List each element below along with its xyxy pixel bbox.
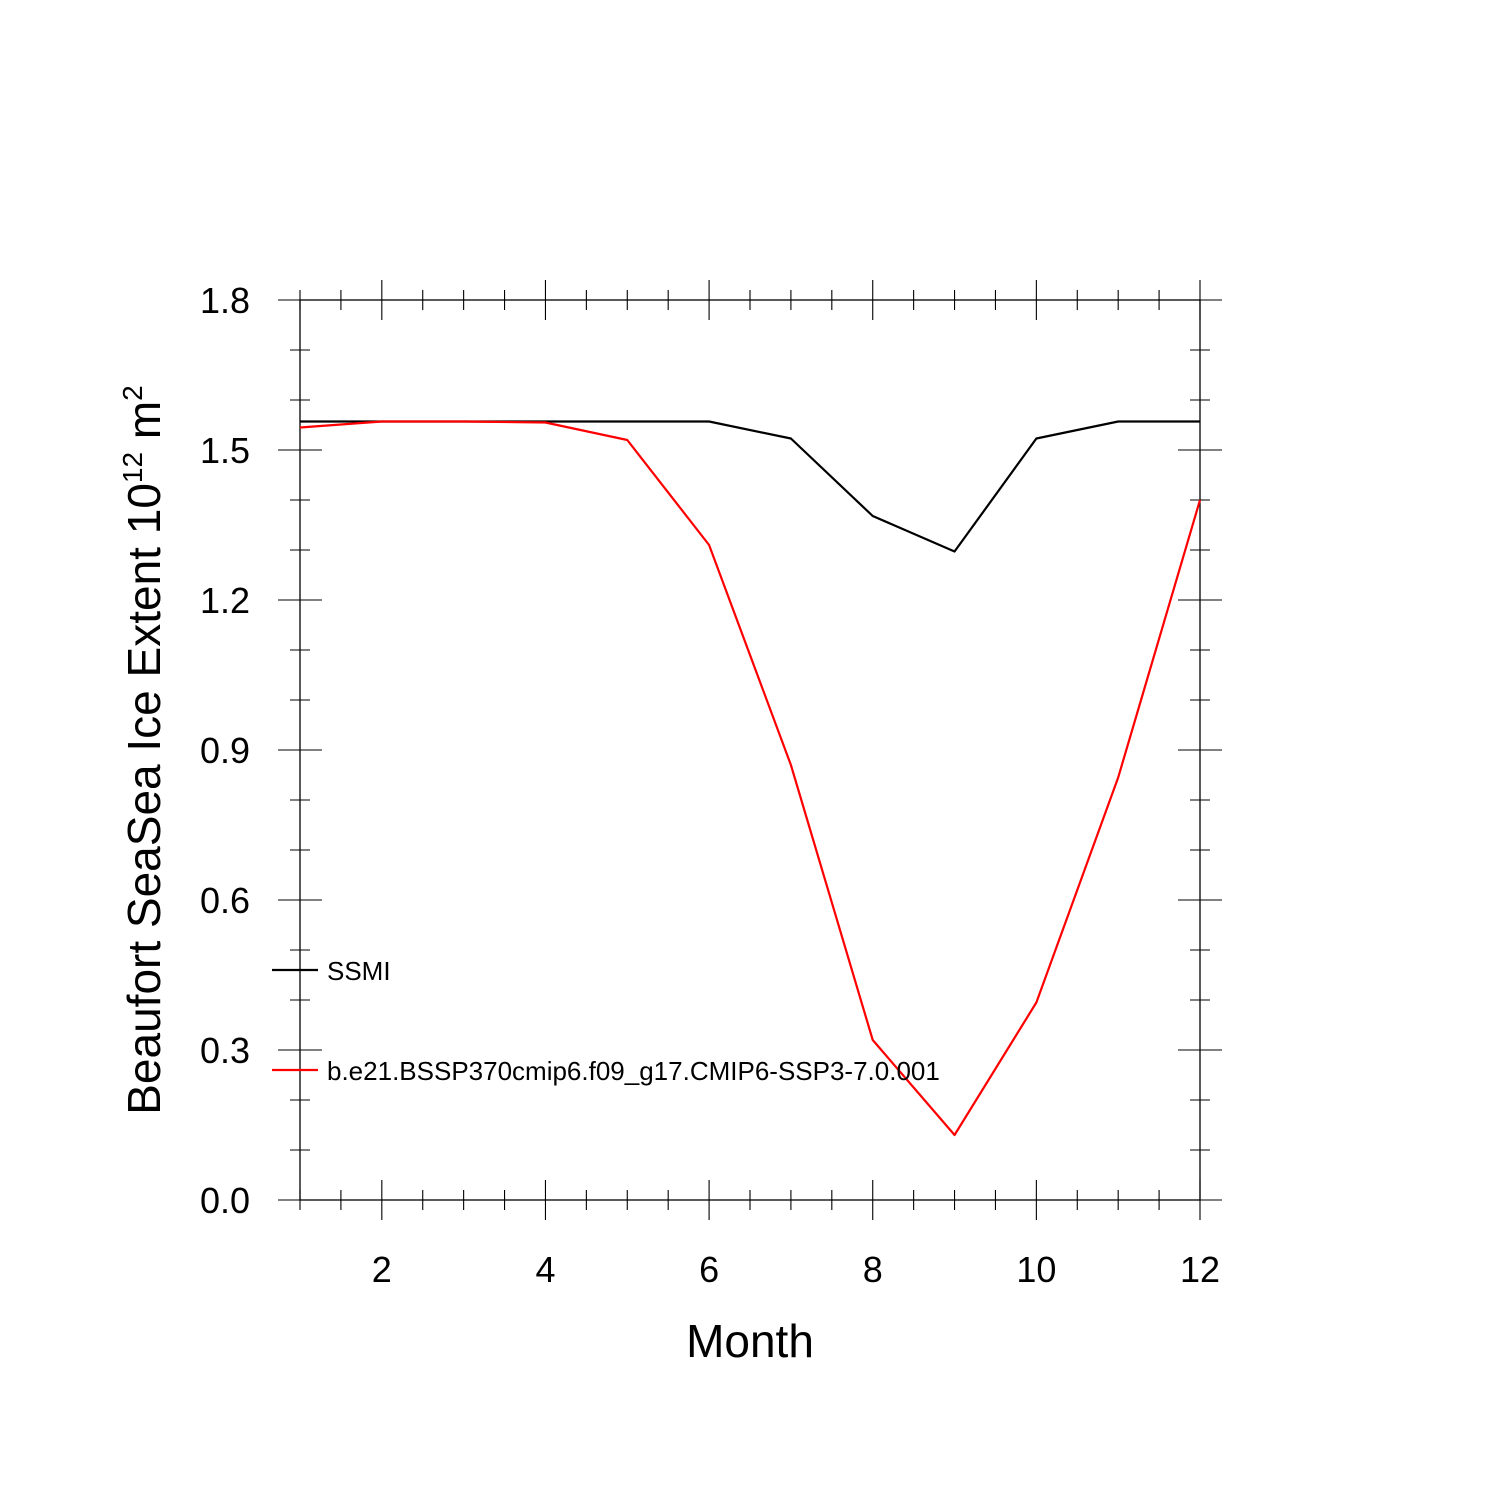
x-tick-label: 12 bbox=[1180, 1249, 1220, 1290]
x-tick-label: 10 bbox=[1016, 1249, 1056, 1290]
x-tick-label: 4 bbox=[535, 1249, 555, 1290]
y-tick-label: 0.0 bbox=[200, 1180, 250, 1221]
y-axis-title: Beaufort SeaSea Ice Extent 1012 m2 bbox=[117, 385, 170, 1115]
y-axis-title-unit: m bbox=[118, 401, 170, 452]
legend: SSMI b.e21.BSSP370cmip6.f09_g17.CMIP6-SSP… bbox=[272, 956, 940, 1086]
legend-label-1: b.e21.BSSP370cmip6.f09_g17.CMIP6-SSP3-7.… bbox=[327, 1056, 940, 1086]
y-axis-title-unit-exponent: 2 bbox=[117, 385, 148, 401]
y-tick-label: 0.9 bbox=[200, 730, 250, 771]
legend-label-0: SSMI bbox=[327, 956, 391, 986]
y-tick-label: 1.2 bbox=[200, 580, 250, 621]
y-axis-title-exponent: 12 bbox=[117, 452, 148, 483]
y-tick-label: 1.5 bbox=[200, 430, 250, 471]
x-axis-title: Month bbox=[686, 1315, 814, 1367]
y-tick-label: 0.3 bbox=[200, 1030, 250, 1071]
y-axis-title-prefix: Beaufort SeaSea Ice Extent 10 bbox=[118, 483, 170, 1115]
series-line-1 bbox=[299, 420, 1202, 1137]
axis-ticks bbox=[278, 280, 1222, 1220]
x-tick-label: 8 bbox=[863, 1249, 883, 1290]
x-tick-label: 6 bbox=[699, 1249, 719, 1290]
tick-labels: 2 4 6 8 10 12 0.0 0.3 0.6 0.9 1.2 1.5 1.8 bbox=[200, 280, 1220, 1290]
y-tick-label: 0.6 bbox=[200, 880, 250, 921]
series-lines bbox=[299, 420, 1202, 1137]
y-tick-label: 1.8 bbox=[200, 280, 250, 321]
x-tick-label: 2 bbox=[372, 1249, 392, 1290]
series-line-0 bbox=[300, 420, 1200, 553]
